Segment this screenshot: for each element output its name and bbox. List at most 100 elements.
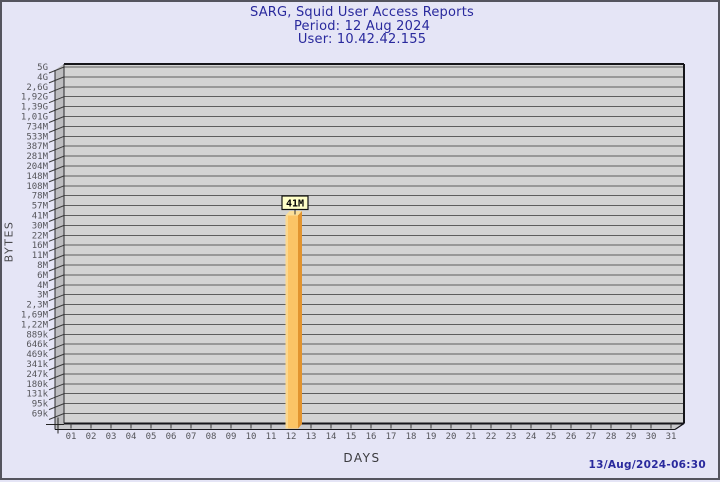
- x-tick-label: 04: [126, 432, 137, 442]
- y-tick: [48, 403, 65, 411]
- y-tick: [48, 254, 65, 262]
- chart-title-block: SARG, Squid User Access Reports Period: …: [2, 6, 720, 47]
- y-tick: [48, 304, 65, 312]
- floor-corner-edge: [674, 423, 685, 430]
- y-tick-label: 646k: [26, 340, 48, 350]
- y-tick: [48, 244, 65, 252]
- x-tick-label: 01: [66, 432, 77, 442]
- y-tick: [48, 215, 65, 222]
- x-tick-label: 02: [86, 432, 97, 442]
- y-tick: [48, 314, 65, 321]
- y-tick: [48, 383, 65, 391]
- y-tick-label: 78M: [32, 192, 49, 202]
- y-tick-label: 95k: [32, 400, 49, 410]
- chart-user: User: 10.42.42.155: [297, 32, 427, 47]
- bar-day-12: [285, 215, 298, 429]
- x-tick-label: 08: [206, 432, 217, 442]
- bar-front-highlight: [285, 215, 288, 429]
- x-tick-label: 06: [166, 432, 177, 442]
- y-tick-label: 5G: [37, 63, 48, 73]
- x-tick-label: 14: [326, 432, 337, 442]
- y-tick: [48, 165, 65, 173]
- x-tick-label: 27: [586, 432, 597, 442]
- y-tick: [48, 145, 65, 153]
- x-tick-label: 23: [506, 432, 517, 442]
- y-tick-label: 4G: [37, 73, 48, 83]
- x-tick-label: 03: [106, 432, 117, 442]
- y-tick: [48, 284, 65, 292]
- y-tick-label: 16M: [32, 241, 49, 251]
- x-tick-label: 16: [366, 432, 377, 442]
- chart-period: Period: 12 Aug 2024: [293, 18, 431, 34]
- y-tick: [48, 96, 65, 104]
- y-tick: [48, 135, 65, 143]
- y-tick: [48, 274, 65, 282]
- y-tick: [48, 175, 65, 183]
- x-axis-label: DAYS: [343, 451, 381, 465]
- y-tick: [48, 185, 65, 193]
- y-tick-label: 1,39G: [21, 103, 48, 113]
- y-tick: [48, 343, 65, 351]
- x-tick-label: 05: [146, 432, 157, 442]
- y-tick: [48, 333, 65, 341]
- x-tick-label: 10: [246, 432, 257, 442]
- y-tick: [48, 234, 65, 242]
- x-tick-label: 15: [346, 432, 357, 442]
- y-tick-label: 889k: [26, 330, 48, 340]
- y-tick: [48, 86, 65, 94]
- y-tick-label: 281M: [26, 152, 48, 162]
- y-tick: [48, 323, 65, 331]
- y-tick: [48, 155, 65, 163]
- x-tick-label: 11: [266, 432, 277, 442]
- x-tick-label: 29: [626, 432, 637, 442]
- y-tick-label: 4M: [37, 281, 48, 291]
- x-tick-label: 09: [226, 432, 237, 442]
- y-tick-label: 1,01G: [21, 113, 48, 123]
- y-tick: [48, 66, 65, 74]
- y-tick-label: 734M: [26, 122, 48, 132]
- y-tick-label: 533M: [26, 132, 48, 142]
- y-tick: [48, 116, 65, 123]
- y-tick: [48, 373, 65, 381]
- x-tick-label: 24: [526, 432, 537, 442]
- x-tick-label: 20: [446, 432, 457, 442]
- y-tick: [48, 264, 65, 272]
- y-tick-label: 3M: [37, 291, 48, 301]
- x-tick-label: 18: [406, 432, 417, 442]
- x-tick-label: 21: [466, 432, 477, 442]
- x-tick-label: 30: [646, 432, 657, 442]
- y-tick: [48, 205, 65, 213]
- y-tick: [48, 363, 65, 371]
- y-tick-label: 2,6G: [26, 83, 48, 93]
- chart-title: SARG, Squid User Access Reports: [250, 5, 474, 20]
- y-tick-label: 387M: [26, 142, 48, 152]
- floor-3d: [55, 423, 684, 430]
- x-tick-label: 25: [546, 432, 557, 442]
- y-tick-label: 57M: [32, 202, 49, 212]
- y-tick-label: 1,92G: [21, 93, 48, 103]
- y-tick-label: 1,22M: [21, 320, 49, 330]
- y-tick-label: 469k: [26, 350, 48, 360]
- value-label-text: 41M: [286, 199, 304, 210]
- x-tick-label: 13: [306, 432, 317, 442]
- bar-side-face: [298, 211, 302, 429]
- bar-top-face: [285, 211, 302, 216]
- y-tick: [48, 125, 65, 133]
- plot-area: [64, 64, 684, 424]
- y-tick-label: 22M: [32, 231, 49, 241]
- y-tick-label: 8M: [37, 261, 48, 271]
- y-tick-label: 180k: [26, 380, 48, 390]
- y-tick-label: 11M: [32, 251, 49, 261]
- y-tick: [48, 294, 65, 302]
- y-tick-label: 2,3M: [26, 301, 48, 311]
- x-tick-label: 28: [606, 432, 617, 442]
- y-tick: [48, 224, 65, 232]
- y-tick-label: 30M: [32, 221, 49, 231]
- y-tick-label: 41M: [32, 212, 49, 222]
- x-tick-label: 31: [666, 432, 677, 442]
- y-tick: [48, 393, 65, 401]
- x-tick-label: 07: [186, 432, 197, 442]
- y-tick-label: 247k: [26, 370, 48, 380]
